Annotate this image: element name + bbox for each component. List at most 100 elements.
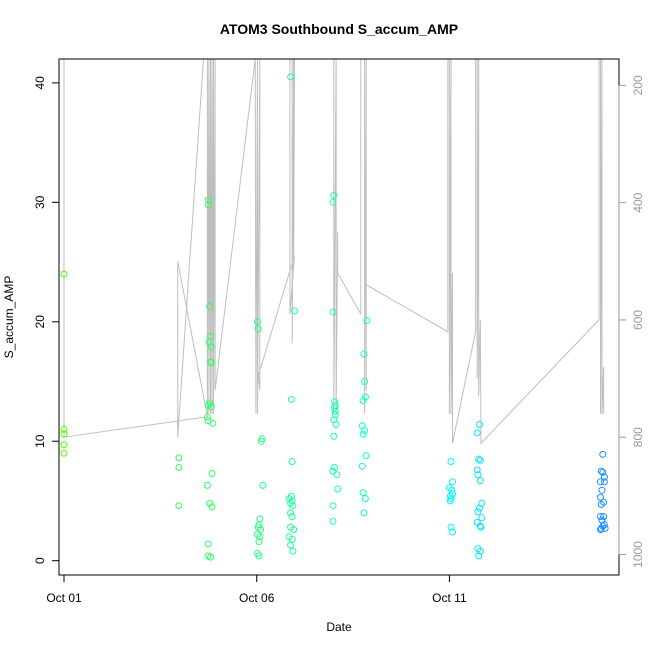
data-point <box>600 513 608 520</box>
data-point <box>208 503 216 511</box>
data-point <box>476 456 484 464</box>
data-point <box>287 541 295 549</box>
plot-frame <box>58 58 620 576</box>
data-point <box>60 449 68 457</box>
data-point <box>361 495 369 503</box>
x-tick-label: Oct 06 <box>239 591 275 605</box>
data-point <box>476 522 484 530</box>
data-point <box>203 481 211 489</box>
data-point <box>287 73 295 81</box>
data-point <box>474 508 482 516</box>
data-point <box>256 533 264 541</box>
y-tick-label: 30 <box>33 195 47 209</box>
data-point <box>360 350 368 358</box>
data-point <box>330 191 338 199</box>
data-point <box>329 517 337 525</box>
data-point <box>206 499 214 507</box>
data-point <box>257 437 265 445</box>
data-point <box>360 509 368 517</box>
data-point <box>175 464 183 471</box>
data-point <box>205 201 212 209</box>
data-point <box>361 378 369 385</box>
data-point <box>601 524 609 532</box>
data-point <box>446 497 454 505</box>
y-tick-label: 0 <box>33 557 47 564</box>
y-tick-label: 40 <box>33 76 47 90</box>
data-point <box>60 430 68 438</box>
data-point <box>207 343 215 351</box>
data-point <box>209 419 217 427</box>
data-point <box>359 397 367 405</box>
series-line-path <box>63 58 605 445</box>
x-axis-title: Date <box>326 620 352 634</box>
data-point <box>599 468 607 476</box>
data-point <box>289 547 297 555</box>
data-point <box>363 317 371 325</box>
data-point <box>474 471 482 479</box>
data-point <box>449 478 456 486</box>
data-point <box>255 538 263 546</box>
right-tick-label: 200 <box>631 75 645 95</box>
data-point <box>288 458 296 465</box>
data-point <box>476 504 483 512</box>
right-axis-series-line <box>63 58 605 445</box>
data-point <box>331 464 339 471</box>
scatter-points <box>60 73 609 561</box>
data-point <box>474 545 482 553</box>
data-point <box>600 473 608 481</box>
data-point <box>478 514 486 522</box>
data-point <box>597 526 604 534</box>
data-point <box>331 407 339 415</box>
data-point <box>256 515 264 523</box>
x-tick-label: Oct 01 <box>46 591 82 605</box>
x-axis: Oct 01 Oct 06 Oct 11 <box>46 574 467 605</box>
data-point <box>329 467 337 475</box>
data-point <box>291 307 298 315</box>
data-point <box>254 318 261 326</box>
data-point <box>361 427 369 434</box>
right-tick-label: 1000 <box>631 541 645 568</box>
data-point <box>359 489 367 497</box>
data-point <box>476 421 483 428</box>
data-point <box>475 552 483 560</box>
data-point <box>60 425 68 433</box>
data-point <box>259 481 267 489</box>
data-point <box>359 430 367 438</box>
data-point <box>290 526 298 534</box>
data-point <box>597 493 604 501</box>
data-point <box>597 501 605 508</box>
data-point <box>597 524 605 532</box>
data-point <box>447 523 455 531</box>
data-point <box>60 270 68 278</box>
data-point <box>332 421 340 428</box>
data-point <box>203 413 211 421</box>
data-point <box>287 499 295 507</box>
y-axis-left: 0 10 20 30 40 <box>33 76 59 564</box>
data-point <box>204 540 212 548</box>
y-axis-title: S_accum_AMP <box>2 276 16 359</box>
data-point <box>600 498 608 506</box>
right-tick-label: 800 <box>631 427 645 447</box>
x-tick-label: Oct 11 <box>432 591 467 605</box>
data-point <box>477 523 485 531</box>
data-point <box>473 466 481 474</box>
data-point <box>599 450 607 458</box>
data-point <box>598 486 606 494</box>
y-axis-right: 200 400 600 800 1000 <box>618 75 645 568</box>
right-tick-label: 400 <box>631 192 645 212</box>
data-point <box>288 513 296 520</box>
data-point <box>205 196 212 204</box>
data-point <box>207 553 214 561</box>
data-point <box>289 502 297 510</box>
data-point <box>207 358 215 366</box>
data-point <box>473 429 481 437</box>
data-point <box>331 411 339 419</box>
data-point <box>175 502 183 510</box>
data-point <box>333 471 341 479</box>
data-point <box>329 198 337 206</box>
data-point <box>475 455 483 463</box>
data-point <box>257 526 265 534</box>
data-point <box>447 458 455 465</box>
data-point <box>445 484 453 492</box>
